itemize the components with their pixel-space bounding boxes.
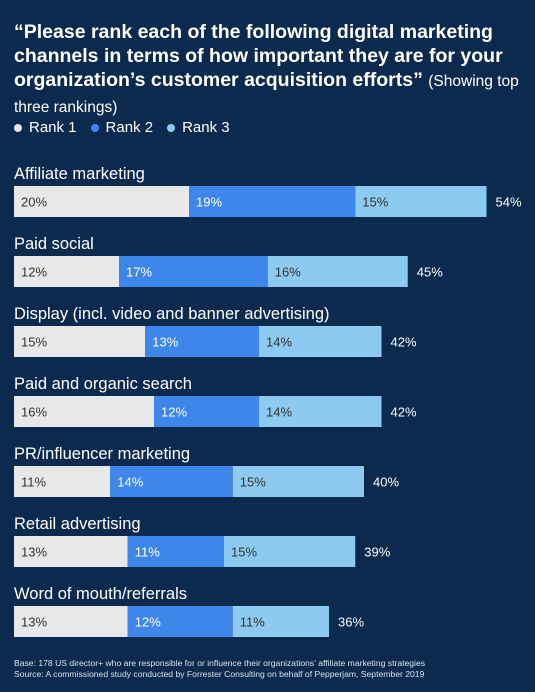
data-label: 13% — [21, 615, 47, 630]
legend: Rank 1 Rank 2 Rank 3 — [14, 118, 230, 138]
total-label: 54% — [496, 195, 522, 210]
legend-label-rank3: Rank 3 — [182, 119, 230, 136]
total-label: 39% — [364, 545, 390, 560]
legend-label-rank2: Rank 2 — [105, 119, 154, 136]
bar-segment — [355, 186, 487, 217]
bar-segment — [232, 466, 364, 497]
bar-segment — [145, 326, 259, 357]
bar-segment — [14, 396, 154, 427]
bar-segment — [232, 606, 329, 637]
data-label: 20% — [21, 195, 47, 210]
bar-segment — [259, 396, 382, 427]
note-base: Base: 178 US director+ who are responsib… — [14, 658, 426, 668]
data-label: 14% — [266, 335, 292, 350]
category-label: PR/influencer marketing — [14, 445, 190, 463]
data-label: 16% — [21, 405, 47, 420]
total-label: 45% — [417, 265, 443, 280]
bar-segment — [110, 466, 233, 497]
total-label: 40% — [373, 475, 399, 490]
total-label: 42% — [391, 335, 417, 350]
bar-segment — [259, 326, 382, 357]
data-label: 15% — [231, 545, 257, 560]
data-label: 13% — [152, 335, 178, 350]
data-label: 14% — [117, 475, 143, 490]
data-label: 14% — [266, 405, 292, 420]
legend-item-rank3: Rank 3 — [167, 118, 230, 138]
note-source: Source: A commissioned study conducted b… — [14, 669, 425, 679]
data-label: 12% — [21, 265, 47, 280]
bar-segment — [14, 606, 128, 637]
data-label: 12% — [161, 405, 187, 420]
data-label: 16% — [275, 265, 301, 280]
total-label: 42% — [391, 405, 417, 420]
bar-segment — [127, 606, 233, 637]
data-label: 11% — [240, 615, 265, 630]
data-label: 15% — [21, 335, 47, 350]
legend-label-rank1: Rank 1 — [29, 119, 77, 136]
total-label: 36% — [338, 615, 364, 630]
legend-item-rank1: Rank 1 — [14, 118, 77, 138]
bar-segment — [224, 536, 356, 567]
bar-segment — [14, 466, 111, 497]
data-label: 15% — [362, 195, 388, 210]
category-label: Retail advertising — [14, 515, 141, 533]
bar-segment — [14, 326, 146, 357]
legend-dot-rank2 — [90, 124, 99, 132]
legend-dot-rank1 — [14, 124, 22, 132]
category-label: Paid social — [14, 235, 94, 253]
bar-segment — [267, 256, 408, 287]
category-label: Display (incl. video and banner advertis… — [14, 305, 330, 323]
category-label: Word of mouth/referrals — [14, 585, 187, 603]
bar-segment — [119, 256, 268, 287]
data-label: 17% — [126, 265, 152, 280]
category-label: Paid and organic search — [14, 375, 192, 393]
legend-dot-rank3 — [167, 124, 176, 132]
data-label: 11% — [135, 545, 160, 560]
bar-segment — [14, 536, 128, 567]
bar-segment — [14, 256, 119, 287]
data-label: 15% — [240, 475, 266, 490]
bar-segment — [154, 396, 259, 427]
category-label: Affiliate marketing — [14, 165, 145, 183]
bar-segment — [14, 186, 189, 217]
data-label: 13% — [21, 545, 47, 560]
title-subtitle: (Showing top three rankings) — [14, 73, 519, 116]
title-question: “Please rank each of the following digit… — [14, 21, 503, 91]
legend-item-rank2: Rank 2 — [90, 118, 154, 138]
bar-segment — [189, 186, 356, 217]
chart-notes: Base: 178 US director+ who are responsib… — [14, 658, 524, 680]
data-label: 11% — [21, 475, 46, 490]
data-label: 19% — [196, 195, 222, 210]
bar-segment — [127, 536, 224, 567]
chart-title: “Please rank each of the following digit… — [14, 20, 519, 120]
data-label: 12% — [135, 615, 161, 630]
